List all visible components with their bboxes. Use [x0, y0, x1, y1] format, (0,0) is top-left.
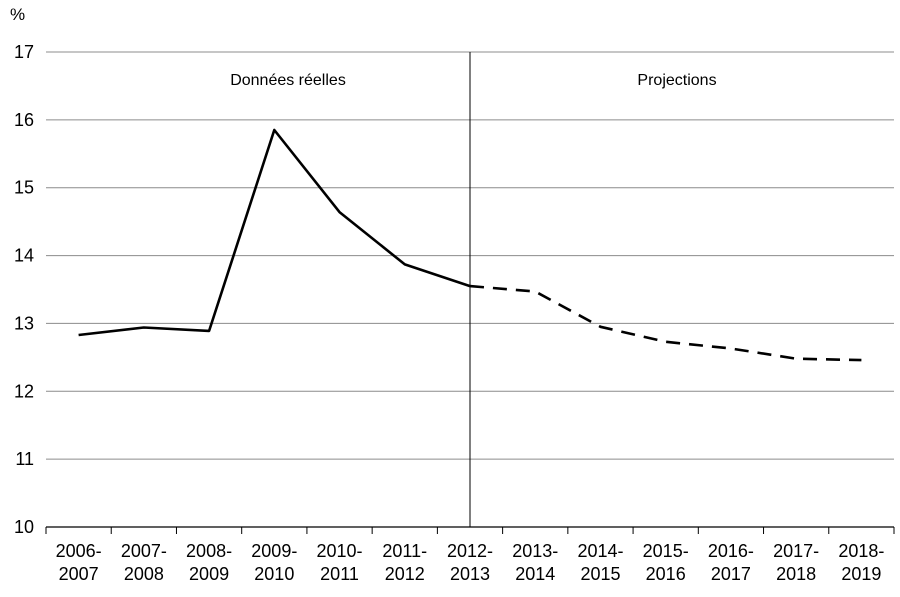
labels: 10111213141516172006-20072007-20082008-2… — [14, 42, 884, 584]
x-tick-label: 2016- 2017 — [708, 541, 754, 584]
x-tick-label-line: 2009- — [251, 541, 297, 561]
x-tick-label: 2011- 2012 — [382, 541, 427, 584]
series — [78, 128, 862, 362]
x-tick-label: 2010- 2011 — [317, 541, 363, 584]
x-tick-label-line: 2006- — [56, 541, 102, 561]
x-tick-label-line: 2010 — [254, 564, 294, 584]
x-tick-label-line: 2017- — [773, 541, 819, 561]
x-tick-label: 2013- 2014 — [512, 541, 558, 584]
x-tick-label-line: 2019 — [841, 564, 881, 584]
x-tick-label-line: 2016- — [708, 541, 754, 561]
x-tick-label: 2015- 2016 — [643, 541, 689, 584]
x-tick-label-line: 2018- — [838, 541, 884, 561]
x-tick-label: 2007- 2008 — [121, 541, 167, 584]
x-tick-label-line: 2014 — [515, 564, 555, 584]
y-tick-label-11: 11 — [15, 449, 34, 469]
x-tick-label-line: 2018 — [776, 564, 816, 584]
x-tick-label-line: 2011- — [382, 541, 427, 561]
x-tick-label-line: 2014- — [577, 541, 623, 561]
y-tick-label-17: 17 — [14, 42, 34, 62]
y-axis-unit-label: % — [10, 5, 25, 24]
y-tick-label-16: 16 — [14, 110, 34, 130]
x-tick-label: 2014- 2015 — [577, 541, 623, 584]
y-tick-label-10: 10 — [14, 517, 34, 537]
y-tick-label-13: 13 — [14, 313, 34, 333]
x-tick-label: 2017- 2018 — [773, 541, 819, 584]
x-tick-label-line: 2012- — [447, 541, 493, 561]
x-tick-label: 2012- 2013 — [447, 541, 493, 584]
annotation-projections: Projections — [637, 72, 716, 89]
x-tick-label-line: 2007- — [121, 541, 167, 561]
y-tick-label-12: 12 — [14, 381, 34, 401]
x-tick-label-line: 2015 — [580, 564, 620, 584]
x-tick-label-line: 2007 — [59, 564, 99, 584]
x-tick-label-line: 2010- — [317, 541, 363, 561]
axes — [45, 526, 895, 534]
x-tick-label-line: 2017 — [711, 564, 751, 584]
x-tick-label: 2009- 2010 — [251, 541, 297, 584]
x-tick-label-line: 2013 — [450, 564, 490, 584]
x-tick-label-line: 2009 — [189, 564, 229, 584]
x-tick-label: 2018- 2019 — [838, 541, 884, 584]
x-tick-label: 2008- 2009 — [186, 541, 232, 584]
x-tick-label: 2006- 2007 — [56, 541, 102, 584]
y-tick-label-15: 15 — [14, 178, 34, 198]
annotation-actual-data: Données réelles — [230, 72, 346, 89]
actual-series-line — [78, 128, 471, 337]
x-tick-label-line: 2016 — [646, 564, 686, 584]
x-tick-label-line: 2008- — [186, 541, 232, 561]
x-tick-label-line: 2011 — [320, 564, 359, 584]
x-tick-label-line: 2013- — [512, 541, 558, 561]
x-tick-label-line: 2008 — [124, 564, 164, 584]
x-tick-label-line: 2015- — [643, 541, 689, 561]
x-tick-label-line: 2012 — [385, 564, 425, 584]
y-tick-label-14: 14 — [14, 246, 34, 266]
